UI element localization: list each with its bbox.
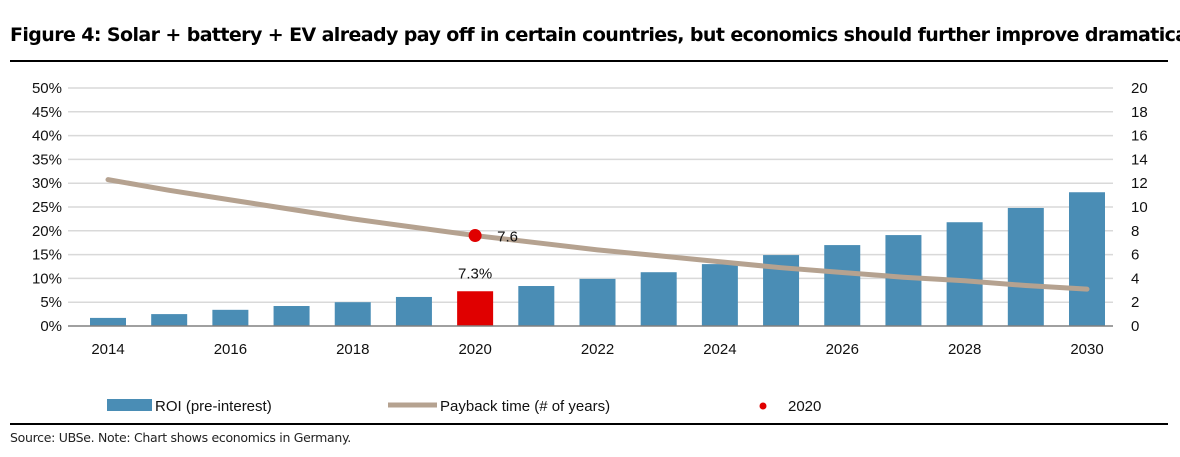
left-axis-tick-label: 30%	[32, 175, 62, 192]
left-axis-tick-label: 15%	[32, 247, 62, 264]
roi-bar	[946, 222, 983, 326]
roi-bar	[579, 278, 616, 326]
right-axis-tick-label: 16	[1131, 128, 1148, 145]
left-axis-tick-label: 45%	[32, 104, 62, 121]
x-axis-tick-label: 2026	[826, 341, 859, 358]
left-axis-tick-label: 50%	[32, 80, 62, 97]
left-axis-tick-label: 25%	[32, 199, 62, 216]
chart-title: Figure 4: Solar + battery + EV already p…	[10, 24, 1180, 46]
legend-2020-label: 2020	[788, 398, 821, 415]
roi-bar	[457, 291, 494, 326]
right-axis-tick-label: 10	[1131, 199, 1148, 216]
right-axis-tick-label: 20	[1131, 80, 1148, 97]
x-axis-tick-label: 2022	[581, 341, 614, 358]
x-axis-tick-label: 2018	[336, 341, 369, 358]
left-axis-tick-label: 5%	[40, 294, 62, 311]
left-axis-tick-label: 0%	[40, 318, 62, 335]
roi-bar	[273, 306, 310, 326]
right-axis-tick-label: 0	[1131, 318, 1139, 335]
right-axis-tick-label: 12	[1131, 175, 1148, 192]
left-axis-tick-label: 35%	[32, 151, 62, 168]
x-axis-tick-label: 2020	[458, 341, 491, 358]
roi-bar	[885, 235, 922, 326]
payback-2020-label: 7.6	[497, 229, 518, 246]
x-axis-tick-label: 2030	[1070, 341, 1103, 358]
source-rule	[10, 423, 1168, 425]
left-axis-tick-label: 10%	[32, 270, 62, 287]
roi-bar	[395, 296, 432, 326]
roi-bar	[1007, 207, 1044, 326]
legend-2020-swatch	[759, 402, 767, 410]
right-axis-tick-label: 18	[1131, 104, 1148, 121]
legend-roi-label: ROI (pre-interest)	[155, 398, 272, 415]
roi-bar	[824, 245, 861, 326]
legend-payback-label: Payback time (# of years)	[440, 398, 610, 415]
title-rule	[10, 60, 1168, 62]
payback-2020-point	[468, 229, 482, 243]
right-axis-tick-label: 8	[1131, 223, 1139, 240]
left-axis-tick-label: 20%	[32, 223, 62, 240]
roi-bar	[151, 314, 188, 326]
roi-bar	[640, 272, 677, 326]
source-note: Source: UBSe. Note: Chart shows economic…	[10, 430, 351, 445]
right-axis-tick-label: 14	[1131, 151, 1148, 168]
roi-bar	[1069, 192, 1105, 326]
roi-bar	[518, 286, 555, 326]
right-axis-tick-label: 2	[1131, 294, 1139, 311]
x-axis-tick-label: 2014	[91, 341, 124, 358]
x-axis-tick-label: 2016	[214, 341, 247, 358]
roi-bar	[334, 302, 371, 326]
roi-2020-label: 7.3%	[458, 265, 492, 282]
right-axis-tick-label: 4	[1131, 270, 1139, 287]
roi-bar	[90, 317, 126, 326]
left-axis-tick-label: 40%	[32, 128, 62, 145]
roi-bar	[212, 309, 249, 326]
x-axis-tick-label: 2024	[703, 341, 736, 358]
payback-line	[105, 177, 1090, 292]
x-axis-tick-label: 2028	[948, 341, 981, 358]
legend-roi-swatch	[107, 399, 152, 411]
roi-bar	[701, 264, 738, 326]
right-axis-tick-label: 6	[1131, 247, 1139, 264]
